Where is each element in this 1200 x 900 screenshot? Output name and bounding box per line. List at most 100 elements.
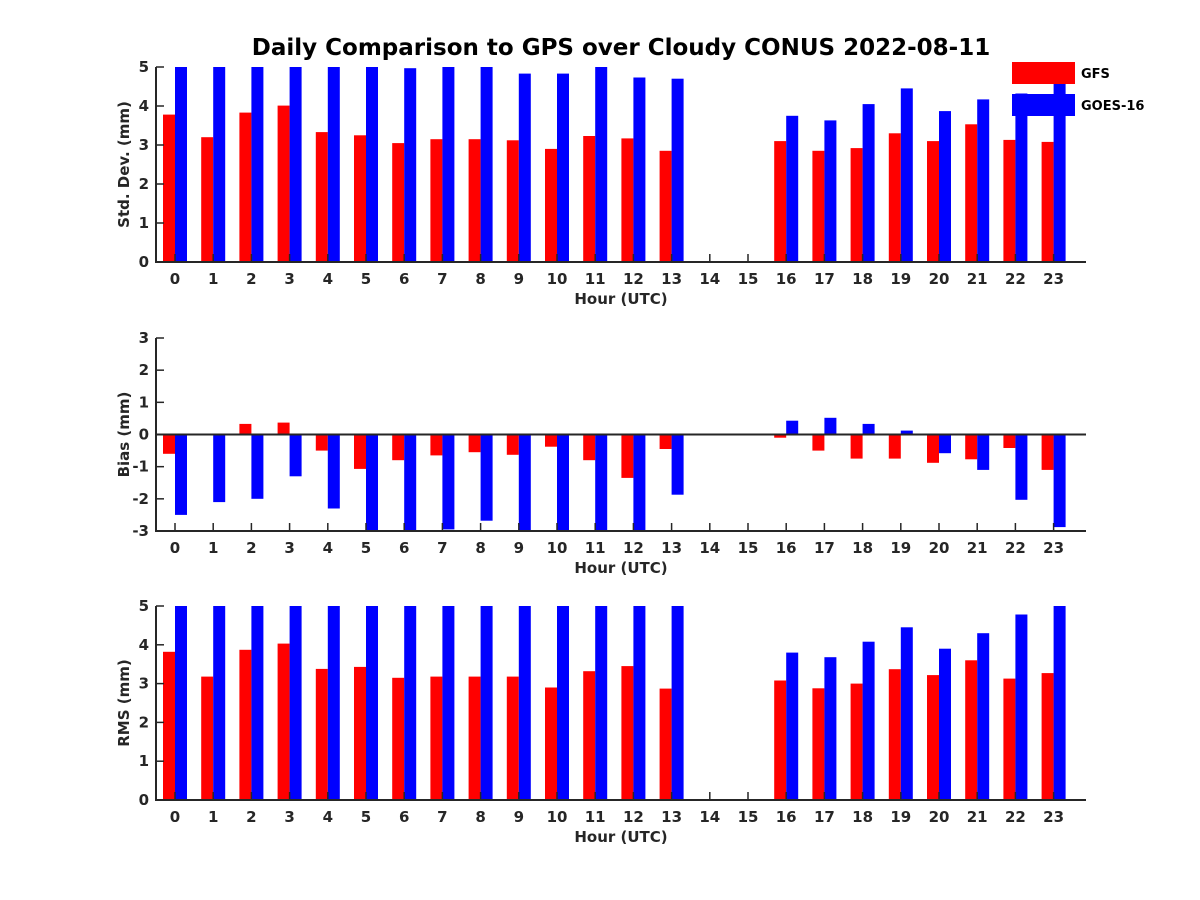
bar-goes-16-hour-0 — [175, 67, 187, 262]
bar-gfs-hour-6 — [392, 434, 405, 461]
bar-gfs-hour-4 — [315, 434, 328, 451]
bar-goes-16-hour-17 — [824, 657, 837, 800]
bar-goes-16-hour-9 — [518, 434, 531, 531]
bar-goes-16-hour-1 — [213, 434, 226, 503]
x-tick-label: 8 — [475, 808, 485, 826]
bar-gfs-hour-0 — [163, 651, 175, 800]
bar-gfs-hour-3 — [277, 643, 290, 800]
bar-gfs-hour-8 — [468, 676, 481, 800]
x-tick-label: 20 — [929, 808, 950, 826]
x-tick-label: 18 — [852, 270, 873, 288]
x-tick-label: 23 — [1043, 539, 1064, 557]
x-tick-label: 16 — [776, 808, 797, 826]
bar-gfs-hour-22 — [1003, 139, 1016, 262]
bar-gfs-hour-6 — [392, 143, 405, 262]
x-axis-label: Hour (UTC) — [574, 290, 667, 308]
y-tick-label: 4 — [139, 97, 149, 115]
x-tick-label: 0 — [170, 808, 180, 826]
bar-goes-16-hour-0 — [175, 606, 187, 800]
bar-goes-16-hour-6 — [404, 434, 417, 531]
bar-goes-16-hour-23 — [1053, 606, 1066, 800]
bar-gfs-hour-23 — [1041, 141, 1054, 262]
x-tick-label: 22 — [1005, 808, 1026, 826]
bar-goes-16-hour-4 — [327, 67, 340, 262]
legend-label-goes-16: GOES-16 — [1081, 99, 1144, 114]
legend-swatch-goes-16 — [1012, 94, 1075, 116]
x-tick-label: 19 — [890, 270, 911, 288]
bar-gfs-hour-11 — [583, 136, 596, 262]
x-tick-label: 23 — [1043, 270, 1064, 288]
bar-gfs-hour-17 — [812, 688, 825, 800]
x-tick-label: 4 — [323, 808, 333, 826]
x-tick-label: 3 — [284, 270, 294, 288]
x-tick-label: 13 — [661, 270, 682, 288]
x-tick-label: 17 — [814, 539, 835, 557]
chart-title: Daily Comparison to GPS over Cloudy CONU… — [252, 35, 990, 61]
x-tick-label: 18 — [852, 539, 873, 557]
bar-gfs-hour-2 — [239, 112, 252, 262]
x-tick-label: 11 — [585, 808, 606, 826]
y-tick-label: 0 — [139, 791, 149, 809]
bar-goes-16-hour-18 — [862, 641, 875, 800]
x-tick-label: 13 — [661, 539, 682, 557]
x-tick-label: 11 — [585, 270, 606, 288]
bar-goes-16-hour-10 — [557, 73, 569, 262]
bar-goes-16-hour-22 — [1015, 93, 1028, 262]
bar-goes-16-hour-11 — [595, 606, 608, 800]
bar-gfs-hour-18 — [850, 434, 863, 459]
y-tick-label: 2 — [139, 175, 149, 193]
x-tick-label: 15 — [738, 270, 759, 288]
bar-gfs-hour-1 — [201, 676, 214, 800]
bar-goes-16-hour-10 — [557, 606, 569, 800]
bar-gfs-hour-13 — [659, 150, 672, 262]
x-tick-label: 22 — [1005, 270, 1026, 288]
x-tick-label: 10 — [547, 539, 568, 557]
bar-goes-16-hour-13 — [671, 606, 684, 800]
bar-gfs-hour-5 — [354, 135, 366, 263]
bar-gfs-hour-22 — [1003, 434, 1016, 448]
legend-label-gfs: GFS — [1081, 67, 1110, 82]
legend: GFS GOES-16 — [1012, 62, 1144, 116]
y-tick-label: 3 — [139, 136, 149, 154]
x-tick-label: 13 — [661, 808, 682, 826]
bar-goes-16-hour-19 — [900, 88, 913, 263]
x-tick-label: 17 — [814, 808, 835, 826]
bar-gfs-hour-19 — [888, 434, 901, 459]
bar-goes-16-hour-3 — [289, 67, 302, 262]
bar-gfs-hour-21 — [965, 434, 978, 460]
bar-gfs-hour-5 — [354, 434, 366, 469]
bar-gfs-hour-6 — [392, 677, 405, 800]
bar-goes-16-hour-17 — [824, 417, 837, 435]
bar-goes-16-hour-21 — [977, 99, 990, 263]
bar-gfs-hour-19 — [888, 133, 901, 262]
bar-goes-16-hour-5 — [366, 67, 378, 262]
y-tick-label: 2 — [139, 713, 149, 731]
x-tick-label: 6 — [399, 270, 409, 288]
bar-gfs-hour-10 — [545, 687, 557, 800]
x-tick-label: 11 — [585, 539, 606, 557]
x-tick-label: 8 — [475, 539, 485, 557]
y-tick-label: 3 — [139, 329, 149, 347]
bar-goes-16-hour-7 — [442, 606, 455, 800]
bar-gfs-hour-0 — [163, 114, 175, 262]
y-tick-label: 4 — [139, 636, 149, 654]
x-tick-label: 17 — [814, 270, 835, 288]
bar-gfs-hour-10 — [545, 148, 557, 262]
bar-gfs-hour-12 — [621, 434, 634, 478]
bar-goes-16-hour-23 — [1053, 434, 1066, 528]
y-tick-label: 1 — [139, 393, 149, 411]
bar-goes-16-hour-2 — [251, 606, 264, 800]
bar-goes-16-hour-2 — [251, 67, 264, 262]
bar-goes-16-hour-16 — [786, 420, 799, 435]
bar-goes-16-hour-1 — [213, 67, 226, 262]
x-tick-label: 9 — [514, 539, 524, 557]
x-tick-label: 16 — [776, 270, 797, 288]
x-tick-label: 14 — [699, 270, 720, 288]
x-tick-label: 2 — [246, 270, 256, 288]
bar-gfs-hour-21 — [965, 124, 978, 262]
bar-gfs-hour-11 — [583, 671, 596, 800]
y-tick-label: 0 — [139, 426, 149, 444]
x-tick-label: 14 — [699, 808, 720, 826]
